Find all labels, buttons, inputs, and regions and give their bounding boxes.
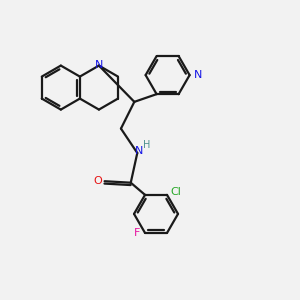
Text: N: N bbox=[135, 146, 143, 157]
Text: N: N bbox=[95, 60, 103, 70]
Text: F: F bbox=[134, 228, 140, 238]
Text: O: O bbox=[94, 176, 102, 186]
Text: N: N bbox=[194, 70, 202, 80]
Text: H: H bbox=[143, 140, 151, 150]
Text: Cl: Cl bbox=[170, 188, 182, 197]
